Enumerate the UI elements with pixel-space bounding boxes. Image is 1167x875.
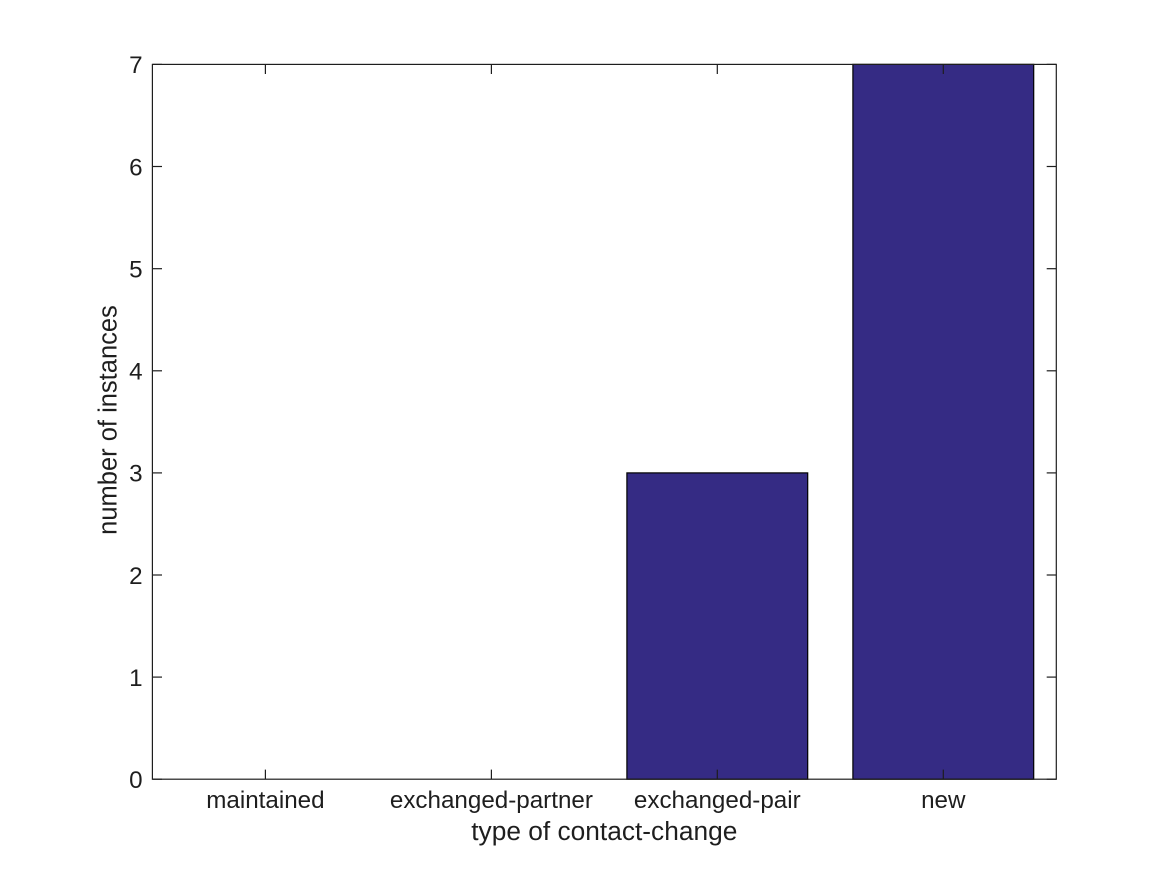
svg-text:2: 2	[129, 563, 142, 590]
svg-text:number of instances: number of instances	[95, 305, 123, 535]
svg-text:7: 7	[129, 52, 142, 79]
svg-text:0: 0	[129, 767, 142, 794]
svg-text:maintained: maintained	[206, 787, 324, 814]
svg-text:type of contact-change: type of contact-change	[471, 816, 737, 846]
svg-text:6: 6	[129, 154, 142, 181]
svg-text:new: new	[921, 787, 966, 814]
svg-text:5: 5	[129, 257, 142, 284]
svg-text:3: 3	[129, 461, 142, 488]
svg-text:1: 1	[129, 665, 142, 692]
svg-text:exchanged-partner: exchanged-partner	[390, 787, 593, 814]
svg-text:4: 4	[129, 359, 142, 386]
svg-text:exchanged-pair: exchanged-pair	[634, 787, 801, 814]
